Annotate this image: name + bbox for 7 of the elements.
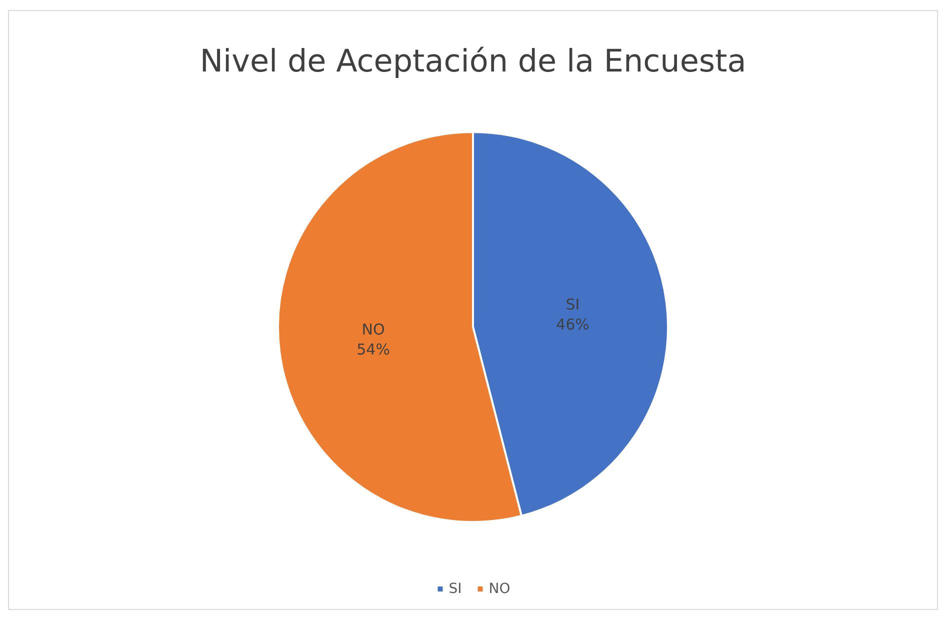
slice-label: NO <box>362 320 385 339</box>
chart-title: Nivel de Aceptación de la Encuesta <box>200 44 746 80</box>
data-label: 46% <box>556 315 590 334</box>
legend-label: NO <box>488 581 510 597</box>
legend-label: SI <box>448 581 462 597</box>
slice-label: SI <box>566 295 580 314</box>
data-label: 54% <box>356 340 390 359</box>
